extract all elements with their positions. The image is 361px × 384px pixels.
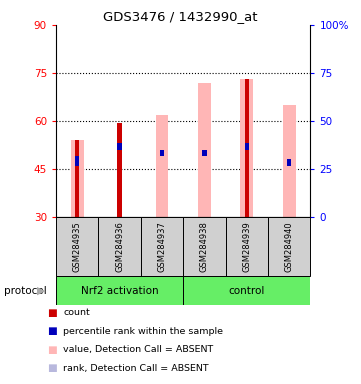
Text: control: control: [229, 286, 265, 296]
Text: GSM284938: GSM284938: [200, 221, 209, 272]
Bar: [268, 217, 310, 276]
Text: count: count: [63, 308, 90, 318]
Bar: [245, 143, 249, 150]
Bar: [56, 217, 98, 276]
Bar: [71, 140, 83, 217]
Text: ▶: ▶: [37, 286, 46, 296]
Text: GSM284940: GSM284940: [285, 221, 294, 272]
Text: value, Detection Call = ABSENT: value, Detection Call = ABSENT: [63, 345, 213, 354]
Text: ■: ■: [47, 326, 57, 336]
Bar: [141, 217, 183, 276]
Text: percentile rank within the sample: percentile rank within the sample: [63, 327, 223, 336]
Bar: [160, 150, 164, 156]
Text: Nrf2 activation: Nrf2 activation: [81, 286, 158, 296]
Bar: [156, 114, 168, 217]
Bar: [202, 150, 206, 156]
Bar: [75, 140, 79, 217]
Text: ■: ■: [47, 308, 57, 318]
Bar: [226, 217, 268, 276]
Bar: [117, 122, 122, 217]
Bar: [198, 83, 211, 217]
Text: GSM284939: GSM284939: [242, 221, 251, 272]
Bar: [287, 159, 291, 166]
Bar: [117, 143, 122, 150]
Text: ■: ■: [47, 345, 57, 355]
Bar: [183, 276, 310, 305]
Bar: [202, 150, 206, 156]
Text: ■: ■: [47, 363, 57, 373]
Bar: [245, 79, 249, 217]
Text: GDS3476 / 1432990_at: GDS3476 / 1432990_at: [103, 10, 258, 23]
Bar: [240, 79, 253, 217]
Bar: [98, 217, 141, 276]
Bar: [287, 159, 291, 166]
Bar: [160, 150, 164, 156]
Text: rank, Detection Call = ABSENT: rank, Detection Call = ABSENT: [63, 364, 209, 373]
Text: GSM284937: GSM284937: [157, 221, 166, 272]
Bar: [56, 276, 183, 305]
Bar: [245, 143, 249, 150]
Bar: [283, 105, 296, 217]
Text: protocol: protocol: [4, 286, 46, 296]
Bar: [75, 156, 79, 166]
Text: GSM284936: GSM284936: [115, 221, 124, 272]
Bar: [183, 217, 226, 276]
Text: GSM284935: GSM284935: [73, 221, 82, 272]
